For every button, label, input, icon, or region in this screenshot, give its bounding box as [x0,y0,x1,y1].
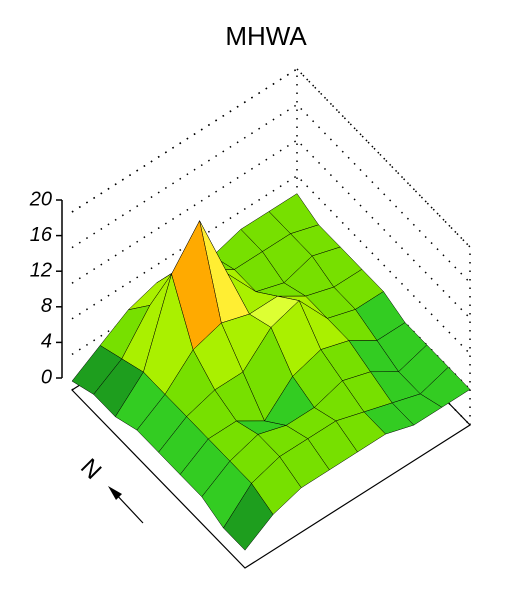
z-tick-label: 16 [30,224,53,246]
chart-title: MHWA [225,21,307,51]
surface-cell [223,483,274,551]
z-tick-label: 8 [41,295,52,317]
box-edge [71,68,298,213]
box-edge [296,68,471,248]
z-tick-label: 12 [30,259,52,281]
compass-arrow [108,486,144,524]
z-tick-label: 4 [41,331,52,353]
z-tick-label: 20 [29,188,52,210]
compass-label: N [75,454,106,485]
z-tick-label: 0 [41,366,52,388]
